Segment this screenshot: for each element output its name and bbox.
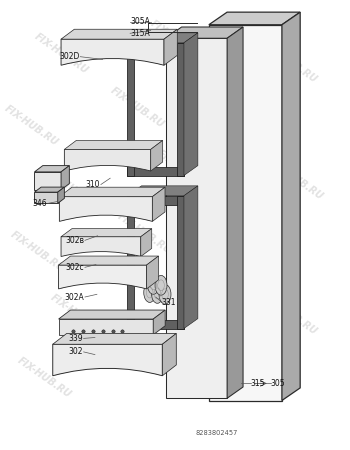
Polygon shape: [127, 196, 184, 205]
Text: 331: 331: [161, 298, 176, 307]
Text: FIX-HUB.RU: FIX-HUB.RU: [116, 212, 173, 256]
Polygon shape: [127, 33, 198, 43]
Text: FIX-HUB.RU: FIX-HUB.RU: [9, 230, 66, 274]
PathPatch shape: [64, 149, 151, 171]
Text: FIX-HUB.RU: FIX-HUB.RU: [49, 293, 106, 337]
Polygon shape: [127, 320, 184, 328]
Polygon shape: [127, 186, 198, 196]
Polygon shape: [147, 256, 159, 289]
Text: 310: 310: [86, 180, 100, 189]
Text: FIX-HUB.RU: FIX-HUB.RU: [155, 149, 213, 193]
Text: FIX-HUB.RU: FIX-HUB.RU: [42, 167, 100, 211]
Polygon shape: [61, 166, 69, 190]
Text: 302D: 302D: [59, 52, 79, 61]
Polygon shape: [58, 256, 159, 265]
Polygon shape: [166, 38, 227, 398]
PathPatch shape: [58, 265, 147, 289]
Text: 305: 305: [270, 379, 285, 388]
Polygon shape: [60, 187, 165, 197]
Text: FIX-HUB.RU: FIX-HUB.RU: [2, 104, 60, 148]
Text: FIX-HUB.RU: FIX-HUB.RU: [228, 221, 286, 265]
Polygon shape: [35, 192, 58, 203]
Polygon shape: [61, 29, 177, 39]
Polygon shape: [58, 310, 165, 319]
Text: 305A: 305A: [131, 17, 150, 26]
Text: FIX-HUB.RU: FIX-HUB.RU: [32, 32, 90, 76]
Polygon shape: [177, 43, 184, 176]
Polygon shape: [64, 140, 163, 149]
Polygon shape: [35, 166, 69, 172]
Polygon shape: [35, 187, 64, 192]
Polygon shape: [127, 166, 184, 176]
Text: FIX-HUB.RU: FIX-HUB.RU: [162, 275, 219, 319]
Polygon shape: [162, 333, 176, 376]
Text: 302в: 302в: [65, 236, 84, 245]
Text: FIX-HUB.RU: FIX-HUB.RU: [109, 86, 166, 130]
Text: FIX-HUB.RU: FIX-HUB.RU: [222, 95, 279, 139]
Text: FIX-HUB.RU: FIX-HUB.RU: [228, 356, 286, 400]
PathPatch shape: [61, 237, 141, 256]
Ellipse shape: [159, 284, 171, 304]
Polygon shape: [152, 187, 165, 221]
Polygon shape: [58, 319, 153, 335]
Polygon shape: [53, 333, 176, 344]
Text: FIX-HUB.RU: FIX-HUB.RU: [16, 356, 73, 400]
Text: 302c: 302c: [66, 263, 84, 272]
Polygon shape: [209, 25, 282, 400]
Text: 315A: 315A: [131, 29, 150, 38]
Ellipse shape: [144, 283, 156, 302]
Polygon shape: [127, 196, 134, 328]
Ellipse shape: [147, 274, 159, 294]
Polygon shape: [151, 140, 163, 171]
Polygon shape: [153, 310, 165, 335]
Polygon shape: [209, 12, 300, 25]
Text: 315: 315: [250, 379, 265, 388]
Text: FIX-HUB.RU: FIX-HUB.RU: [261, 293, 319, 337]
Polygon shape: [184, 186, 198, 328]
Text: 346: 346: [33, 199, 47, 208]
Polygon shape: [58, 187, 64, 203]
Text: 8283802457: 8283802457: [196, 430, 238, 436]
Polygon shape: [227, 27, 243, 398]
Polygon shape: [282, 12, 300, 400]
Polygon shape: [127, 43, 184, 52]
Polygon shape: [164, 29, 177, 65]
PathPatch shape: [61, 39, 164, 65]
Text: FIX-HUB.RU: FIX-HUB.RU: [268, 158, 326, 202]
Polygon shape: [35, 172, 61, 190]
PathPatch shape: [53, 344, 162, 376]
Text: 302А: 302А: [64, 292, 84, 302]
PathPatch shape: [60, 197, 152, 221]
Text: FIX-HUB.RU: FIX-HUB.RU: [261, 41, 319, 85]
Polygon shape: [177, 196, 184, 328]
Ellipse shape: [152, 284, 163, 303]
Text: FIX-HUB.RU: FIX-HUB.RU: [129, 338, 186, 382]
Polygon shape: [166, 27, 243, 38]
Polygon shape: [141, 229, 152, 256]
Polygon shape: [61, 229, 152, 237]
Text: 302: 302: [69, 347, 83, 356]
Ellipse shape: [155, 275, 167, 295]
Text: FIX-HUB.RU: FIX-HUB.RU: [148, 18, 206, 63]
Polygon shape: [127, 43, 134, 176]
Polygon shape: [184, 33, 198, 176]
Text: 339: 339: [68, 334, 83, 343]
